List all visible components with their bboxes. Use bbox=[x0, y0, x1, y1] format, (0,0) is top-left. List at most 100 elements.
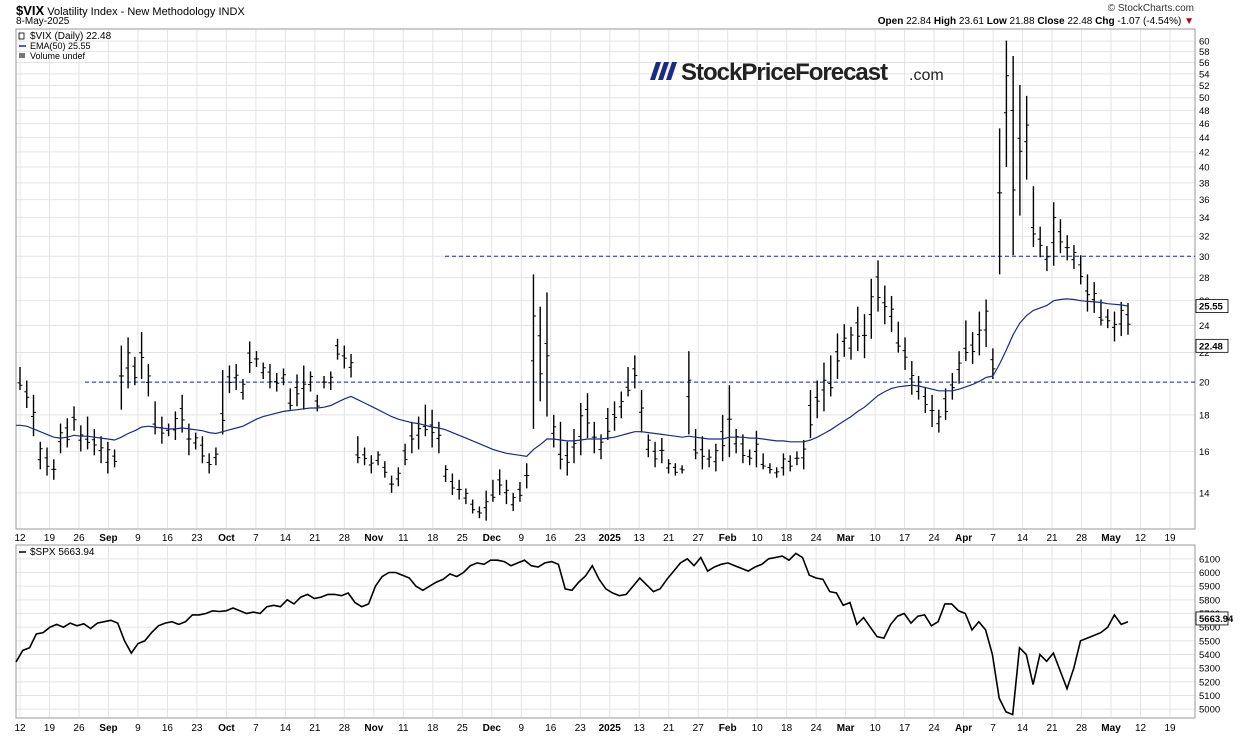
x-tick-label: 17 bbox=[899, 533, 911, 544]
x-tick-label: 14 bbox=[1017, 533, 1029, 544]
low-value: 21.88 bbox=[1009, 16, 1035, 27]
ohlc-bar bbox=[841, 324, 847, 357]
ohlc-bar bbox=[118, 345, 124, 410]
ohlc-bar bbox=[213, 447, 219, 466]
ohlc-bar bbox=[753, 430, 759, 468]
ohlc-bar bbox=[416, 416, 422, 450]
ohlc-bar bbox=[747, 449, 753, 466]
open-value: 22.84 bbox=[906, 16, 932, 27]
upper-y-tick-label: 42 bbox=[1199, 147, 1210, 158]
ohlc-bar bbox=[1003, 40, 1009, 167]
ohlc-bar bbox=[483, 490, 489, 521]
ohlc-bar bbox=[280, 368, 286, 386]
x-tick-label: 18 bbox=[427, 723, 439, 734]
ohlc-bar bbox=[443, 465, 449, 482]
ohlc-bar bbox=[375, 451, 381, 466]
ohlc-bar bbox=[253, 351, 259, 367]
ohlc-bar bbox=[497, 469, 503, 496]
x-tick-label: 16 bbox=[545, 723, 557, 734]
ohlc-bar bbox=[855, 306, 861, 352]
x-tick-label: 10 bbox=[752, 723, 764, 734]
x-tick-label: 21 bbox=[309, 723, 321, 734]
chart-date: 8-May-2025 bbox=[16, 16, 70, 27]
ohlc-bar bbox=[355, 436, 361, 464]
ohlc-bar bbox=[848, 326, 854, 360]
x-tick-label: 14 bbox=[1017, 723, 1029, 734]
x-tick-label: 12 bbox=[1135, 723, 1147, 734]
upper-y-tick-label: 22 bbox=[1199, 348, 1210, 359]
ohlc-bar bbox=[726, 385, 732, 458]
x-tick-label: 12 bbox=[14, 533, 26, 544]
ohlc-bar bbox=[152, 401, 158, 435]
high-value: 23.61 bbox=[958, 16, 984, 27]
lower-y-axis: 5000510052005300540055005600570058005900… bbox=[1195, 554, 1234, 716]
ohlc-bar bbox=[605, 407, 611, 440]
ohlc-bar bbox=[1125, 303, 1131, 335]
x-tick-label: 24 bbox=[929, 533, 941, 544]
lower-y-tick-label: 6100 bbox=[1199, 554, 1220, 565]
x-tick-label: 27 bbox=[693, 723, 705, 734]
logo-slashes-icon bbox=[650, 62, 677, 80]
ohlc-bar bbox=[652, 441, 658, 468]
ohlc-bar bbox=[159, 416, 165, 444]
upper-y-tick-label: 32 bbox=[1199, 232, 1210, 243]
ohlc-bar bbox=[537, 306, 543, 402]
ohlc-bar bbox=[1037, 226, 1043, 258]
ohlc-bar bbox=[612, 401, 618, 431]
ohlc-bar bbox=[510, 492, 516, 512]
ohlc-bar bbox=[422, 404, 428, 437]
ohlc-bar bbox=[199, 436, 205, 464]
ohlc-bar bbox=[1111, 311, 1117, 342]
ohlc-bar bbox=[679, 465, 685, 474]
copyright: © StockCharts.com bbox=[1107, 3, 1194, 14]
ohlc-bar bbox=[814, 380, 820, 419]
x-tick-label: May bbox=[1101, 533, 1121, 544]
x-tick-label: 24 bbox=[811, 533, 823, 544]
spx-last-value-box bbox=[1195, 611, 1229, 626]
x-tick-label: 21 bbox=[1046, 723, 1058, 734]
x-tick-label: 23 bbox=[575, 723, 587, 734]
lower-y-tick-label: 5500 bbox=[1199, 636, 1220, 647]
ohlc-bar bbox=[551, 414, 557, 448]
chg-value: -1.07 (-4.54%) bbox=[1117, 16, 1182, 27]
ohlc-bar bbox=[720, 414, 726, 462]
x-tick-label: Dec bbox=[483, 723, 502, 734]
down-arrow-icon: ▼ bbox=[1184, 16, 1194, 27]
legend-main: $VIX (Daily) 22.48 bbox=[30, 31, 112, 42]
ohlc-bar bbox=[774, 467, 780, 478]
ema-50-line bbox=[16, 298, 1129, 457]
x-tick-label: 9 bbox=[519, 533, 525, 544]
ohlc-bar bbox=[294, 374, 300, 407]
ohlc-bar bbox=[503, 479, 509, 505]
upper-y-tick-label: 60 bbox=[1199, 37, 1210, 48]
ohlc-bar bbox=[767, 463, 773, 474]
ohlc-summary: Open 22.84 High 23.61 Low 21.88 Close 22… bbox=[878, 16, 1194, 27]
x-tick-label: 9 bbox=[135, 533, 141, 544]
ohlc-bar bbox=[341, 345, 347, 369]
ohlc-bar bbox=[868, 278, 874, 339]
lower-grid bbox=[16, 546, 1195, 717]
x-tick-label: 21 bbox=[663, 723, 675, 734]
x-tick-label: 28 bbox=[1076, 723, 1088, 734]
upper-y-tick-label: 18 bbox=[1199, 410, 1210, 421]
x-tick-label: 24 bbox=[929, 723, 941, 734]
ohlc-bar bbox=[362, 447, 368, 466]
upper-y-tick-label: 20 bbox=[1199, 378, 1210, 389]
instrument-name: Volatility Index - New Methodology bbox=[47, 6, 216, 18]
ohlc-bar bbox=[145, 364, 151, 397]
vix-ohlc-bars bbox=[17, 40, 1131, 521]
x-tick-label: 7 bbox=[990, 533, 996, 544]
x-tick-label: Mar bbox=[837, 723, 855, 734]
ohlc-bar bbox=[389, 475, 395, 493]
x-tick-label: 26 bbox=[73, 723, 85, 734]
x-tick-label: 19 bbox=[1164, 723, 1176, 734]
ohlc-bar bbox=[125, 337, 131, 389]
ohlc-bar bbox=[659, 438, 665, 464]
ohlc-bar bbox=[37, 441, 43, 470]
ohlc-bar bbox=[470, 499, 476, 514]
lower-legend: $SPX 5663.94 bbox=[19, 547, 95, 558]
ohlc-bar bbox=[578, 402, 584, 456]
x-tick-label: 27 bbox=[693, 533, 705, 544]
ohlc-bar bbox=[105, 441, 111, 474]
